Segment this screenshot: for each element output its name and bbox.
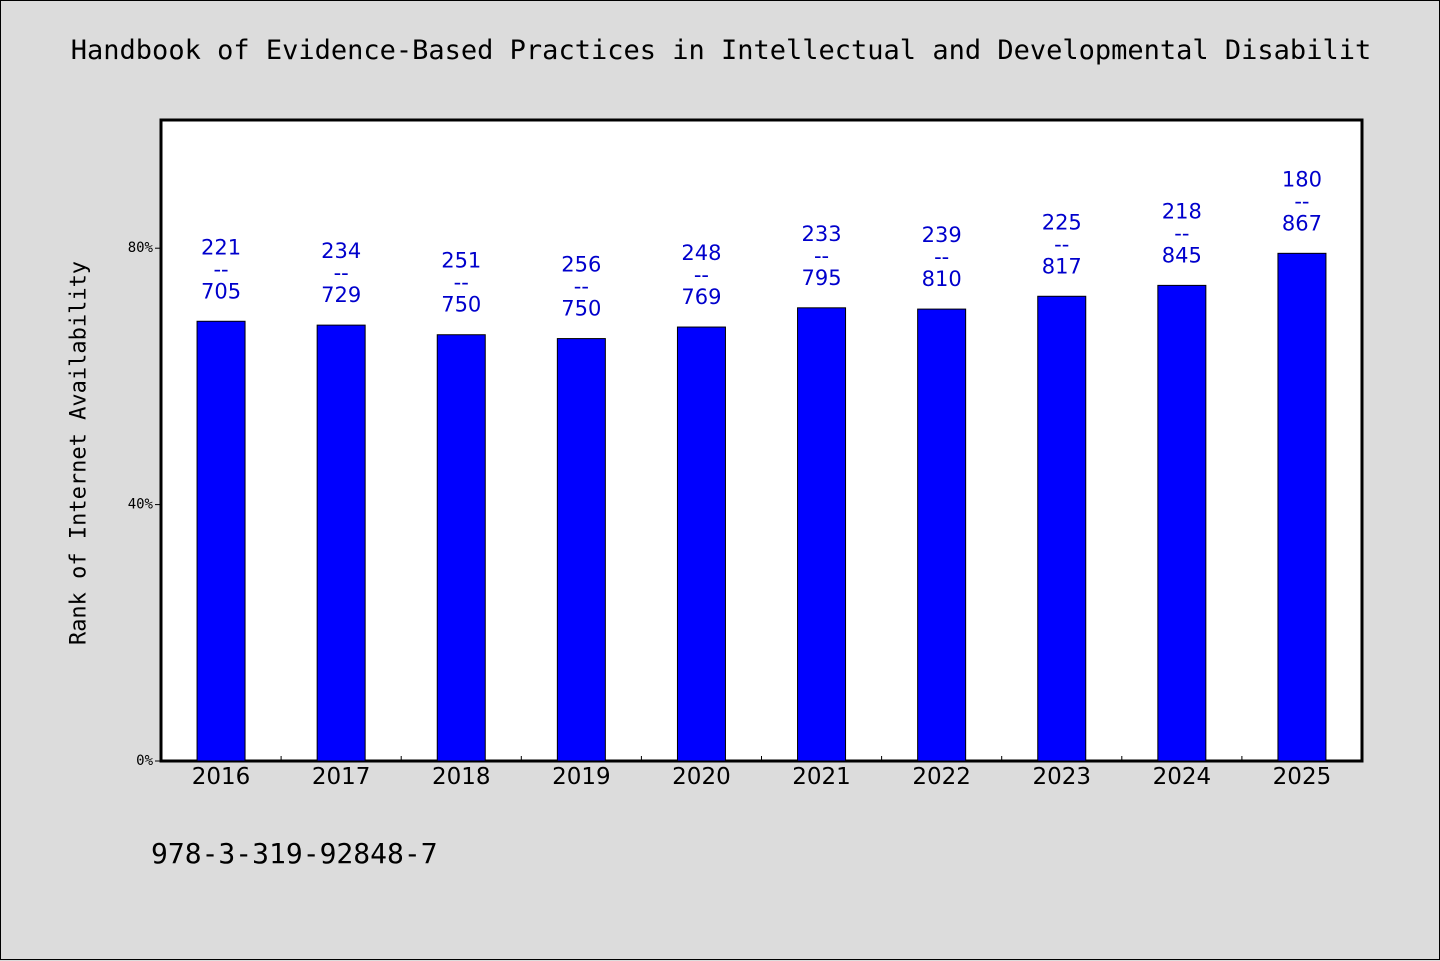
bar-2025 bbox=[1277, 252, 1327, 762]
bar-2022 bbox=[917, 308, 967, 762]
x-tick-label-2020: 2020 bbox=[672, 764, 731, 790]
data-label-bottom-2025: 867 bbox=[1282, 211, 1322, 235]
data-label-bottom-2023: 817 bbox=[1042, 254, 1082, 278]
bar-2019 bbox=[556, 338, 606, 762]
bar-2020 bbox=[676, 326, 726, 762]
data-label-separator-2018: -- bbox=[454, 271, 469, 295]
data-label-top-2025: 180 bbox=[1282, 167, 1322, 191]
bar-2017 bbox=[316, 324, 366, 762]
bar-2024 bbox=[1157, 284, 1207, 762]
data-label-bottom-2019: 750 bbox=[561, 297, 601, 321]
data-label-top-2019: 256 bbox=[561, 253, 601, 277]
y-tick-label-0: 0% bbox=[136, 753, 153, 769]
x-tick-label-2019: 2019 bbox=[552, 764, 611, 790]
data-label-bottom-2017: 729 bbox=[321, 283, 361, 307]
data-label-separator-2024: -- bbox=[1174, 221, 1189, 245]
isbn-text: 978-3-319-92848-7 bbox=[151, 837, 438, 870]
bar-2018 bbox=[436, 334, 486, 762]
x-tick-label-2017: 2017 bbox=[312, 764, 371, 790]
data-label-separator-2016: -- bbox=[213, 257, 228, 281]
data-label-top-2017: 234 bbox=[321, 239, 361, 263]
x-tick-label-2023: 2023 bbox=[1032, 764, 1091, 790]
data-label-separator-2017: -- bbox=[334, 261, 349, 285]
data-label-top-2018: 251 bbox=[441, 249, 481, 273]
data-label-separator-2023: -- bbox=[1054, 232, 1069, 256]
x-tick-label-2025: 2025 bbox=[1273, 764, 1332, 790]
data-label-separator-2025: -- bbox=[1294, 189, 1309, 213]
axes-layer: 2016 2017 2018 2019 2020 2021 2022 2023 2024 2025… bbox=[128, 240, 1332, 790]
data-label-bottom-2016: 705 bbox=[201, 279, 241, 303]
data-label-bottom-2021: 795 bbox=[802, 266, 842, 290]
bar-2021 bbox=[797, 307, 847, 762]
data-label-bottom-2024: 845 bbox=[1162, 243, 1202, 267]
x-tick-label-2022: 2022 bbox=[912, 764, 971, 790]
data-label-separator-2019: -- bbox=[574, 275, 589, 299]
data-label-bottom-2022: 810 bbox=[922, 267, 962, 291]
data-label-top-2023: 225 bbox=[1042, 210, 1082, 234]
data-label-top-2021: 233 bbox=[802, 222, 842, 246]
x-tick-label-2016: 2016 bbox=[192, 764, 251, 790]
data-label-separator-2020: -- bbox=[694, 263, 709, 287]
y-tick-label-1: 40% bbox=[128, 497, 154, 513]
y-tick-label-2: 80% bbox=[128, 240, 154, 256]
data-label-top-2016: 221 bbox=[201, 235, 241, 259]
chart-title: Handbook of Evidence-Based Practices in … bbox=[70, 35, 1372, 66]
data-label-separator-2021: -- bbox=[814, 244, 829, 268]
bars-layer bbox=[196, 252, 1327, 762]
bar-2023 bbox=[1037, 295, 1087, 762]
data-label-top-2022: 239 bbox=[922, 223, 962, 247]
x-tick-label-2024: 2024 bbox=[1153, 764, 1212, 790]
data-label-separator-2022: -- bbox=[934, 245, 949, 269]
x-tick-label-2018: 2018 bbox=[432, 764, 491, 790]
data-labels-layer: 221--705234--729251--750256--750248--769… bbox=[201, 167, 1322, 320]
bar-2016 bbox=[196, 320, 246, 762]
x-tick-label-2021: 2021 bbox=[792, 764, 851, 790]
data-label-top-2020: 248 bbox=[681, 241, 721, 265]
data-label-bottom-2018: 750 bbox=[441, 293, 481, 317]
data-label-top-2024: 218 bbox=[1162, 199, 1202, 223]
data-label-bottom-2020: 769 bbox=[681, 285, 721, 309]
